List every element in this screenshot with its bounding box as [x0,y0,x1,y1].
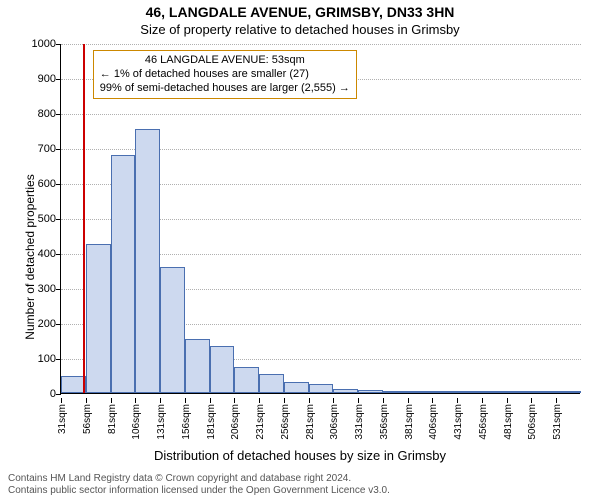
attribution-footer: Contains HM Land Registry data © Crown c… [8,473,390,496]
histogram-bar [259,374,284,393]
gridline-y [61,114,581,115]
annotation-line: 46 LANGDALE AVENUE: 53sqm [100,54,350,68]
plot-area: 0100200300400500600700800900100031sqm56s… [60,44,580,394]
x-tick-label: 131sqm [156,404,167,440]
histogram-bar [482,391,507,393]
gridline-y [61,44,581,45]
y-tick-label: 400 [16,248,56,260]
x-tick-label: 156sqm [181,404,192,440]
y-tick [56,324,61,325]
histogram-bar [333,389,358,393]
x-tick-label: 281sqm [305,404,316,440]
x-tick-label: 256sqm [280,404,291,440]
y-tick-label: 300 [16,283,56,295]
x-tick-label: 206sqm [230,404,241,440]
y-tick [56,184,61,185]
y-tick [56,394,61,395]
y-tick-label: 0 [16,388,56,400]
x-tick-label: 56sqm [82,404,93,434]
histogram-bar [531,391,556,393]
y-tick-label: 200 [16,318,56,330]
histogram-bar [507,391,532,393]
histogram-bar [383,391,408,393]
y-tick [56,79,61,80]
y-tick-label: 600 [16,178,56,190]
y-tick-label: 500 [16,213,56,225]
annotation-box: 46 LANGDALE AVENUE: 53sqm← 1% of detache… [93,50,357,99]
y-tick-label: 900 [16,73,56,85]
x-tick-label: 81sqm [107,404,118,434]
histogram-bar [358,390,383,394]
y-tick [56,114,61,115]
x-tick-label: 231sqm [255,404,266,440]
histogram-bar [284,382,309,393]
x-tick-label: 431sqm [453,404,464,440]
histogram-bar [160,267,185,393]
histogram-bar [309,384,334,393]
annotation-line: 99% of semi-detached houses are larger (… [100,82,350,96]
y-tick-label: 800 [16,108,56,120]
histogram-bar [111,155,136,393]
histogram-bar [86,244,111,393]
y-tick [56,44,61,45]
x-tick-label: 106sqm [131,404,142,440]
x-tick-label: 331sqm [354,404,365,440]
histogram-bar [234,367,259,393]
footer-line-2: Contains public sector information licen… [8,485,390,497]
y-tick [56,149,61,150]
x-tick-label: 506sqm [527,404,538,440]
x-tick-label: 381sqm [404,404,415,440]
annotation-line: ← 1% of detached houses are smaller (27) [100,68,350,82]
x-tick-label: 31sqm [57,404,68,434]
x-tick-label: 456sqm [478,404,489,440]
x-tick-label: 181sqm [206,404,217,440]
x-tick-label: 356sqm [379,404,390,440]
histogram-bar [408,391,433,393]
property-marker-line [83,44,85,393]
footer-line-1: Contains HM Land Registry data © Crown c… [8,473,390,485]
histogram-bar [135,129,160,393]
y-tick [56,254,61,255]
x-tick-label: 481sqm [503,404,514,440]
y-tick-label: 1000 [16,38,56,50]
y-tick [56,289,61,290]
histogram-bar [457,391,482,393]
histogram-bar [556,391,581,393]
chart-container: 46, LANGDALE AVENUE, GRIMSBY, DN33 3HN S… [0,0,600,500]
x-tick-label: 306sqm [329,404,340,440]
chart-title-address: 46, LANGDALE AVENUE, GRIMSBY, DN33 3HN [0,4,600,20]
chart-subtitle: Size of property relative to detached ho… [0,22,600,37]
y-tick [56,219,61,220]
y-tick [56,359,61,360]
y-tick-label: 700 [16,143,56,155]
histogram-bar [432,391,457,393]
x-tick-label: 406sqm [428,404,439,440]
histogram-bar [185,339,210,393]
histogram-bar [210,346,235,393]
x-tick-label: 531sqm [552,404,563,440]
x-axis-label: Distribution of detached houses by size … [0,448,600,463]
y-tick-label: 100 [16,353,56,365]
